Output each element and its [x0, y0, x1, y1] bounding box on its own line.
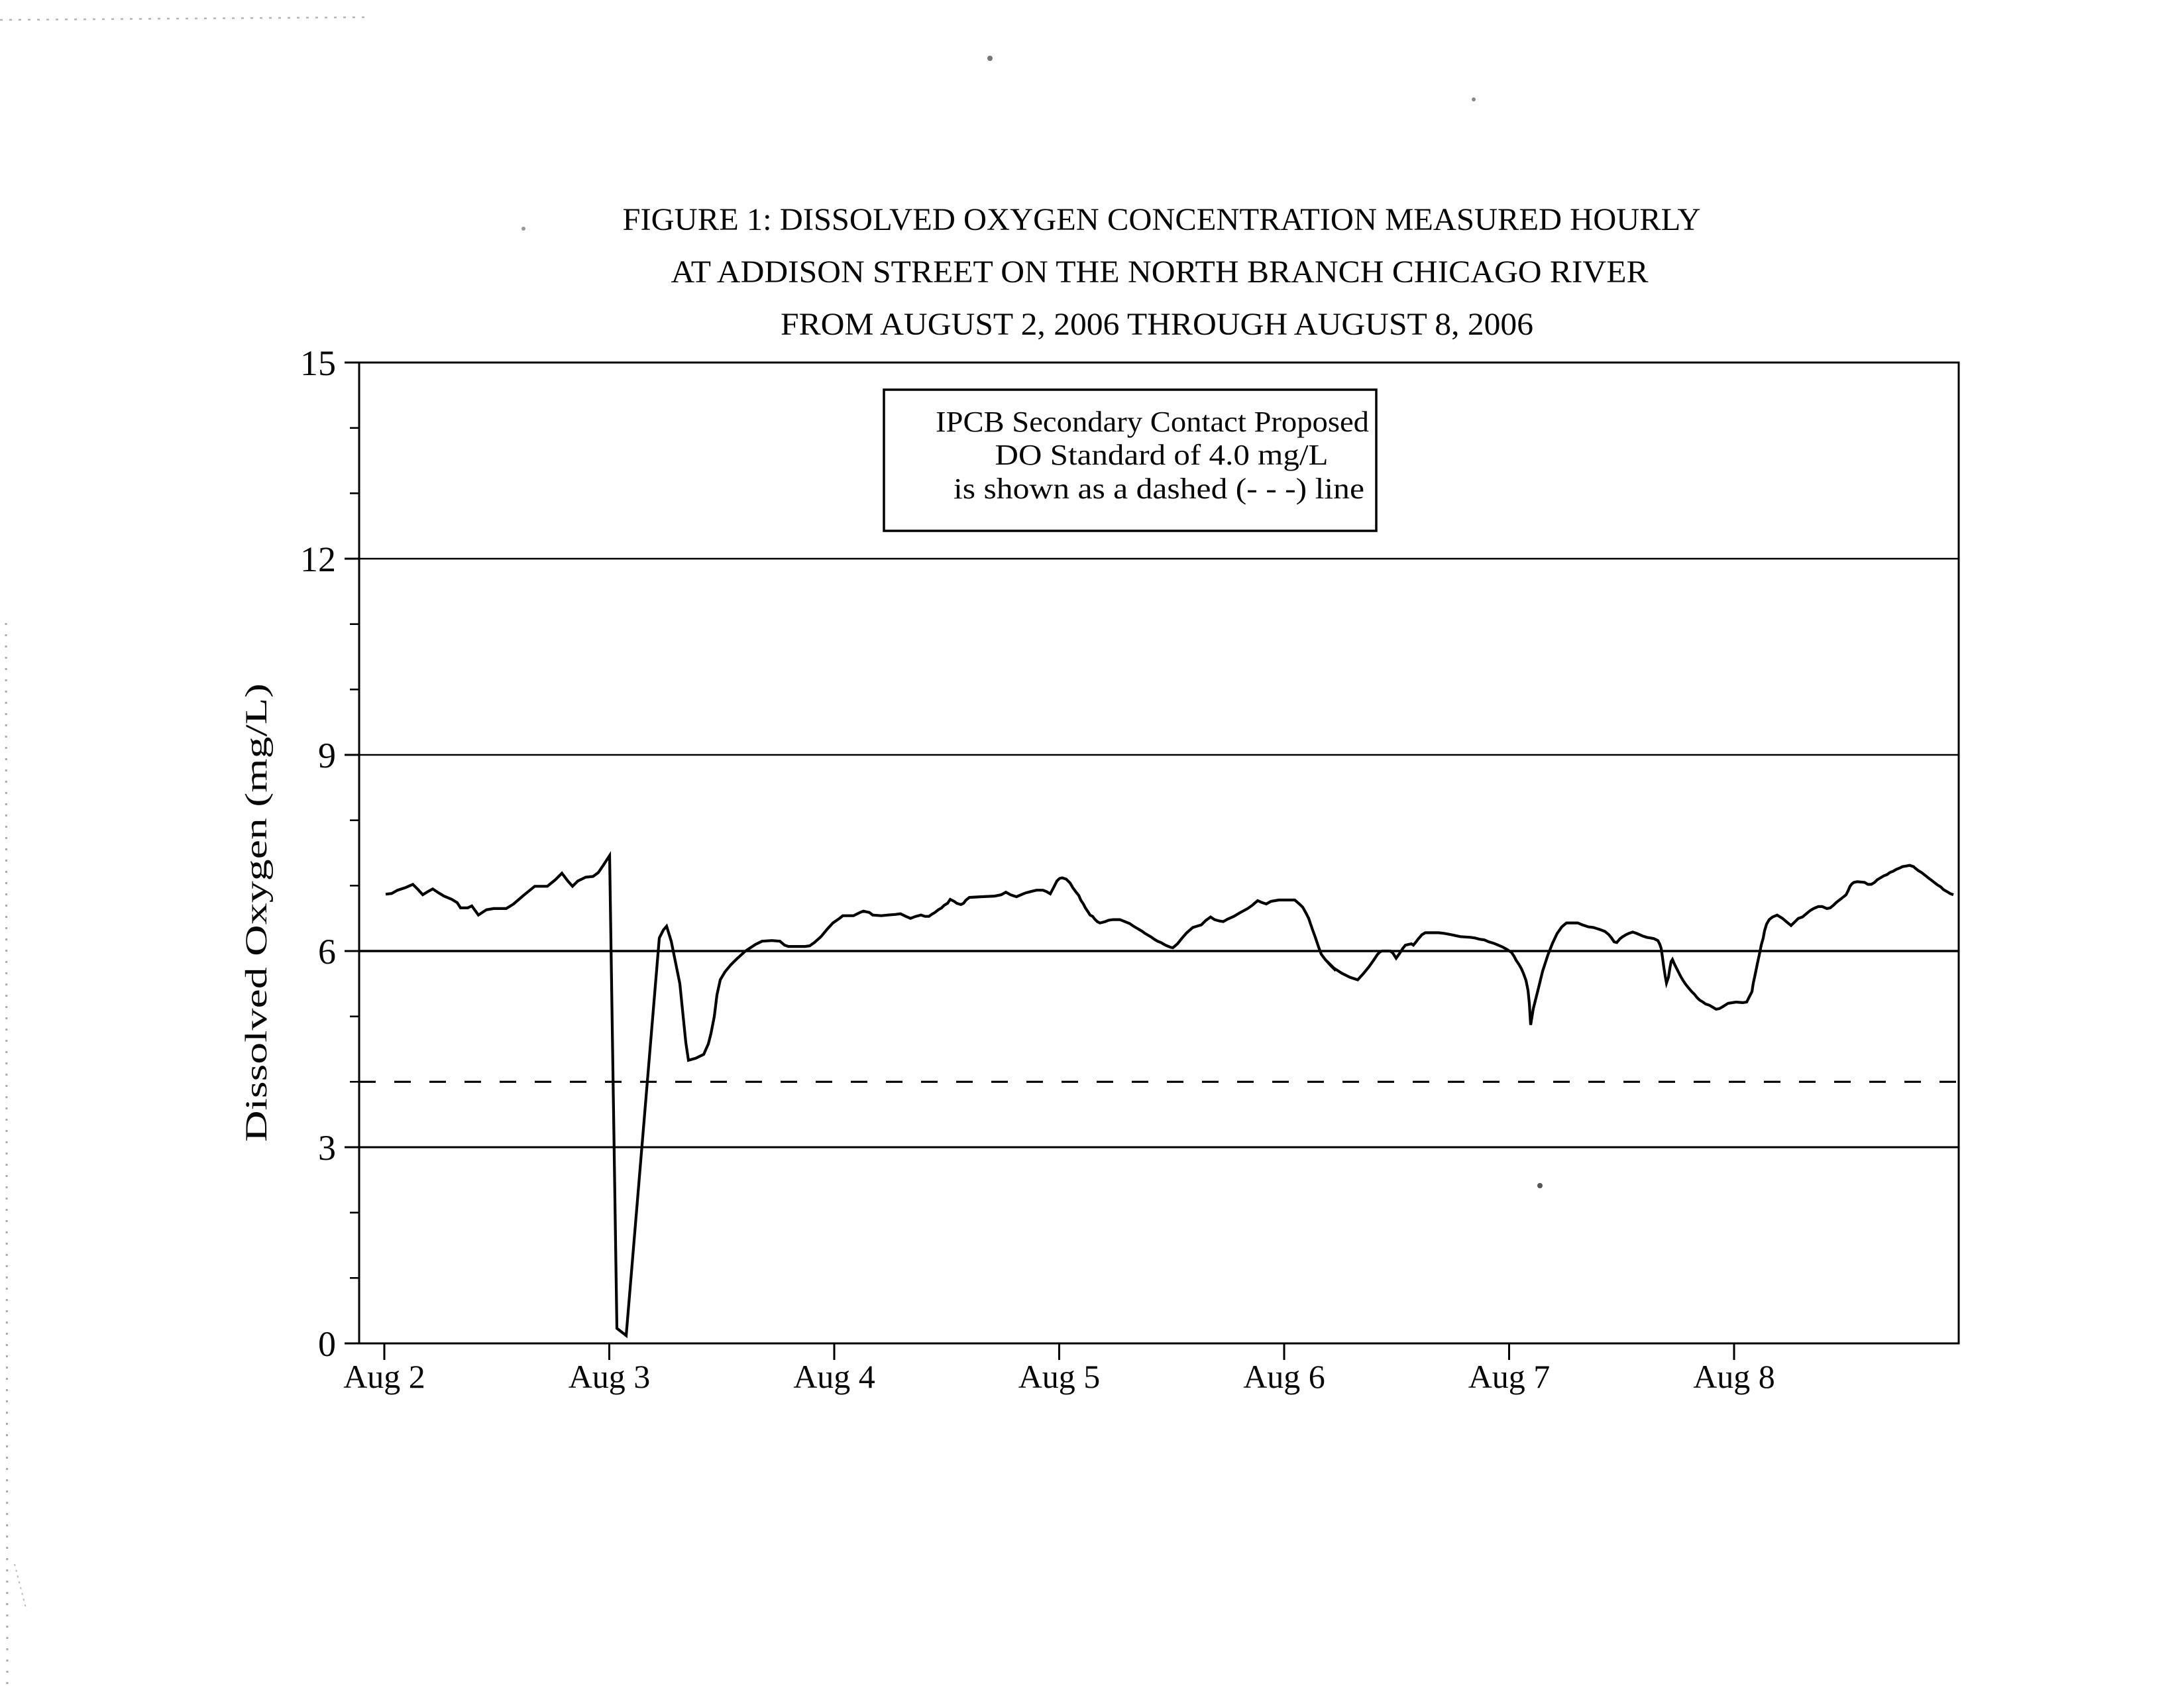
- svg-text:FIGURE 1: DISSOLVED OXYGEN CO: FIGURE 1: DISSOLVED OXYGEN CONCENTRATION…: [623, 202, 1701, 237]
- svg-text:6: 6: [318, 932, 336, 972]
- svg-text:9: 9: [318, 736, 336, 775]
- svg-text:Aug 2: Aug 2: [343, 1358, 425, 1395]
- svg-text:AT ADDISON STREET ON THE NORTH: AT ADDISON STREET ON THE NORTH BRANCH CH…: [671, 254, 1649, 290]
- svg-text:IPCB Secondary Contact Propose: IPCB Secondary Contact Proposed: [936, 406, 1369, 438]
- svg-text:Aug 8: Aug 8: [1693, 1358, 1775, 1395]
- svg-text:DO Standard of 4.0 mg/L: DO Standard of 4.0 mg/L: [995, 439, 1329, 471]
- svg-text:Aug 7: Aug 7: [1468, 1358, 1551, 1395]
- svg-text:Dissolved Oxygen (mg/L): Dissolved Oxygen (mg/L): [239, 683, 274, 1142]
- svg-text:is shown as a dashed (- - -) l: is shown as a dashed (- - -) line: [954, 473, 1364, 505]
- svg-text:Aug 4: Aug 4: [793, 1358, 875, 1395]
- svg-text:FROM AUGUST 2, 2006 THROUGH AU: FROM AUGUST 2, 2006 THROUGH AUGUST 8, 20…: [781, 307, 1533, 342]
- svg-text:15: 15: [300, 343, 336, 383]
- svg-text:0: 0: [318, 1324, 336, 1364]
- svg-text:Aug 6: Aug 6: [1243, 1358, 1325, 1395]
- svg-text:Aug 5: Aug 5: [1018, 1358, 1101, 1395]
- svg-text:3: 3: [318, 1128, 336, 1168]
- svg-text:12: 12: [300, 539, 336, 579]
- svg-text:Aug 3: Aug 3: [569, 1358, 651, 1395]
